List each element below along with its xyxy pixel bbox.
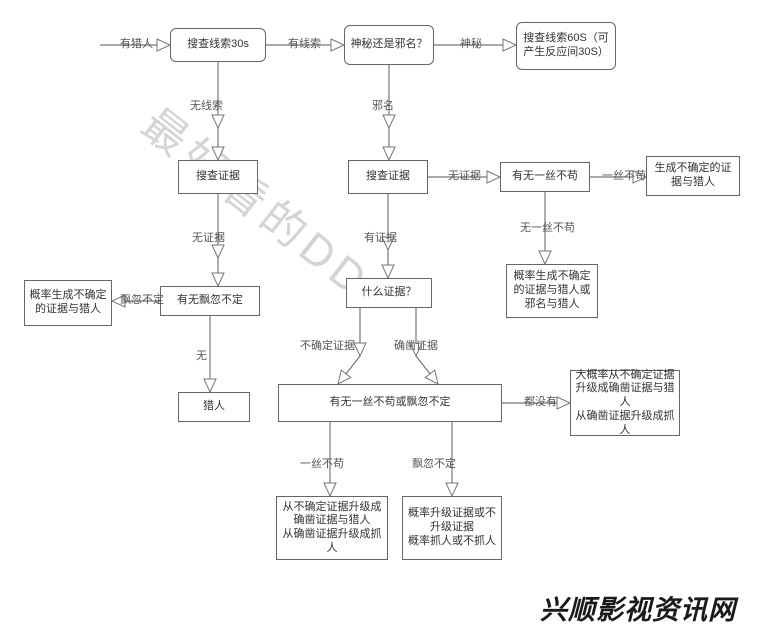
edge-label-met-b: 一丝不苟 xyxy=(300,458,344,470)
node-search-clue-60s: 搜查线索60S（可产生反应间30S） xyxy=(516,22,616,70)
edge-label-has-ev: 有证据 xyxy=(364,232,397,244)
node-high-prob-upgrade: 大概率从不确定证据升级成确凿证据与猎人 从确凿证据升级成抓人 xyxy=(570,370,680,436)
node-search-evidence-mid: 搜查证据 xyxy=(348,160,428,194)
edge-label-erratic: 飘忽不定 xyxy=(120,294,164,306)
edge-label-no-ev: 无证据 xyxy=(448,170,481,182)
node-mystery-or-evil: 神秘还是邪名？ xyxy=(344,25,434,65)
node-search-clue-30s: 搜查线索30s xyxy=(170,28,266,62)
node-hunter: 猎人 xyxy=(178,392,250,422)
edge-label-has-clue: 有线索 xyxy=(288,38,321,50)
node-upgrade-chain: 从不确定证据升级成确凿证据与猎人 从确凿证据升级成抓人 xyxy=(276,496,388,560)
node-prob-upgrade-or-not: 概率升级证据或不升级证据 概率抓人或不抓人 xyxy=(402,496,502,560)
site-name: 兴顺影视资讯网 xyxy=(540,588,736,627)
edge-label-neither: 都没有 xyxy=(524,396,557,408)
edge-label-evil: 邪名 xyxy=(372,100,394,112)
node-prob-gen-or-evil: 概率生成不确定的证据与猎人或邪名与猎人 xyxy=(506,264,598,318)
edge-label-err-b: 飘忽不定 xyxy=(412,458,456,470)
node-any-met-or-erratic: 有无一丝不苟或飘忽不定 xyxy=(278,384,502,422)
edge-label-start: 有猎人 xyxy=(120,38,153,50)
edge-label-none: 无 xyxy=(196,350,207,362)
edge-label-conclus: 确凿证据 xyxy=(394,340,438,352)
node-gen-uncertain-ev: 生成不确定的证据与猎人 xyxy=(646,156,740,196)
edge-label-no-clue: 无线索 xyxy=(190,100,223,112)
node-any-erratic: 有无飘忽不定 xyxy=(160,286,260,316)
edge-label-meticul: 一丝不苟 xyxy=(602,170,646,182)
edge-label-no-ev-l: 无证据 xyxy=(192,232,225,244)
node-any-meticulous: 有无一丝不苟 xyxy=(500,162,590,192)
edge-label-mystery: 神秘 xyxy=(460,38,482,50)
edge-label-no-met: 无一丝不苟 xyxy=(520,222,575,234)
node-what-evidence: 什么证据？ xyxy=(346,278,432,308)
node-prob-gen-uncertain: 概率生成不确定的证据与猎人 xyxy=(24,280,112,326)
node-search-evidence-left: 搜查证据 xyxy=(178,160,258,194)
edge-label-uncert: 不确定证据 xyxy=(300,340,355,352)
